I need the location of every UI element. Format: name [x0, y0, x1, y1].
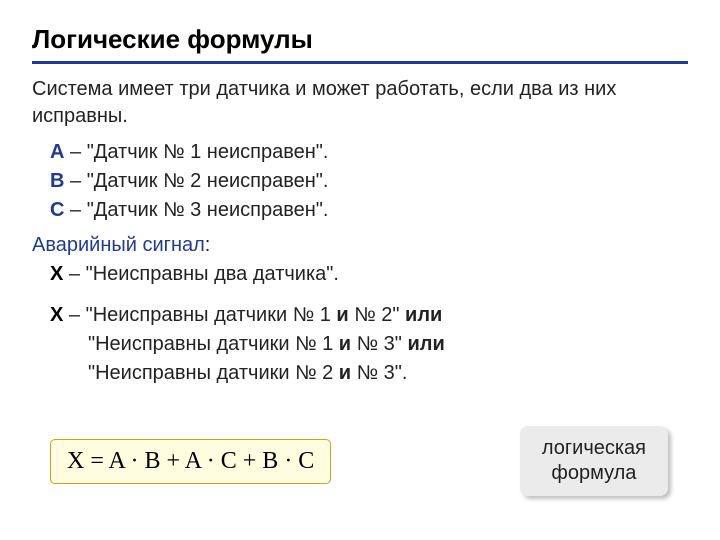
x-detail-2-mid: № 3": [351, 333, 407, 355]
x-detail-1-mid: № 2": [349, 304, 405, 326]
x-detail-line-3: "Неисправны датчики № 2 и № 3".: [32, 359, 688, 388]
callout-line-2: формула: [542, 461, 646, 486]
alarm-section-label: Аварийный сигнал:: [32, 231, 688, 260]
x-summary-sep: –: [63, 263, 85, 285]
x-detail-label: X: [50, 304, 63, 326]
x-summary: X – "Неисправны два датчика".: [32, 260, 688, 289]
x-summary-text: "Неисправны два датчика".: [86, 263, 339, 285]
x-detail-3-and: и: [339, 362, 351, 384]
definition-c-sep: –: [64, 199, 86, 221]
definition-b: B – "Датчик № 2 неисправен".: [32, 167, 688, 196]
x-detail-line-1: X – "Неисправны датчики № 1 и № 2" или: [32, 301, 688, 330]
definition-b-sep: –: [64, 170, 86, 192]
intro-text: Система имеет три датчика и может работа…: [32, 76, 688, 130]
x-detail-2-and: и: [339, 333, 351, 355]
x-detail-1-pre: "Неисправны датчики № 1: [86, 304, 337, 326]
definition-c-text: "Датчик № 3 неисправен".: [87, 199, 329, 221]
definition-b-label: B: [50, 170, 64, 192]
x-detail-line-2: "Неисправны датчики № 1 и № 3" или: [32, 330, 688, 359]
definition-a: A – "Датчик № 1 неисправен".: [32, 138, 688, 167]
callout-box: логическая формула: [520, 426, 668, 496]
x-detail-2-pre: "Неисправны датчики № 1: [88, 333, 339, 355]
definition-c-label: C: [50, 199, 64, 221]
slide-title: Логические формулы: [32, 24, 688, 55]
definition-c: C – "Датчик № 3 неисправен".: [32, 196, 688, 225]
callout-line-1: логическая: [542, 436, 646, 461]
x-detail-3-mid: № 3".: [351, 362, 407, 384]
bottom-row: X = A · B + A · C + B · C логическая фор…: [32, 426, 688, 496]
x-detail-sep: –: [63, 304, 85, 326]
definition-a-text: "Датчик № 1 неисправен".: [87, 141, 329, 163]
x-summary-label: X: [50, 263, 63, 285]
x-detail-1-or: или: [405, 304, 442, 326]
definition-a-label: A: [50, 141, 64, 163]
formula-box: X = A · B + A · C + B · C: [50, 439, 331, 484]
x-detail-3-pre: "Неисправны датчики № 2: [88, 362, 339, 384]
x-detail-2-or: или: [407, 333, 444, 355]
alarm-colon: :: [205, 234, 211, 256]
title-underline: [32, 61, 688, 64]
definition-b-text: "Датчик № 2 неисправен".: [87, 170, 329, 192]
definition-a-sep: –: [64, 141, 86, 163]
alarm-label-text: Аварийный сигнал: [32, 234, 205, 256]
x-detail-1-and: и: [336, 304, 348, 326]
